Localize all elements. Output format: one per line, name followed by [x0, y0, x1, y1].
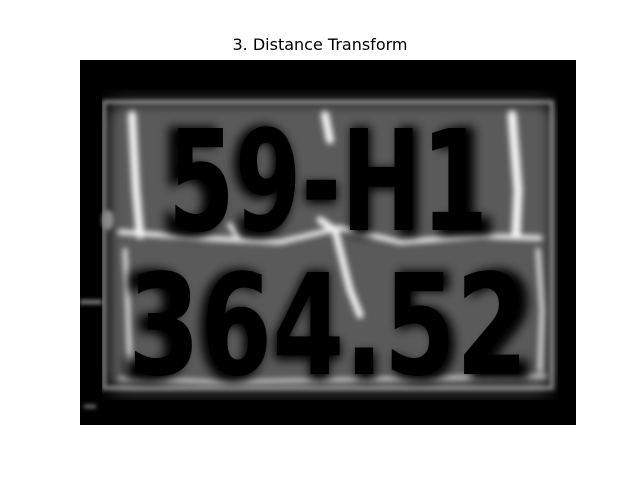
left-border	[80, 60, 102, 425]
plate-edge-speckle	[102, 100, 554, 390]
figure-title: 3. Distance Transform	[232, 35, 408, 54]
plate-line-1: 59-H1	[158, 98, 498, 272]
plate-characters-core: 59-H1 364.52	[128, 101, 528, 408]
right-border	[558, 60, 576, 425]
distance-transform-image: 59-H1 364.52 59-H1 364.52	[80, 60, 576, 425]
top-border	[80, 60, 576, 90]
plate-characters: 59-H1 364.52	[118, 98, 538, 416]
plate-line-1-core: 59-H1	[168, 101, 488, 264]
plate-glow-inner	[114, 108, 546, 386]
plate-line-2-core: 364.52	[128, 245, 528, 408]
stray-marks	[80, 210, 114, 408]
bottom-border	[80, 400, 576, 425]
ridge-lines	[117, 110, 547, 384]
distance-transform-svg: 59-H1 364.52 59-H1 364.52	[80, 60, 576, 425]
plate-line-2: 364.52	[118, 242, 538, 416]
